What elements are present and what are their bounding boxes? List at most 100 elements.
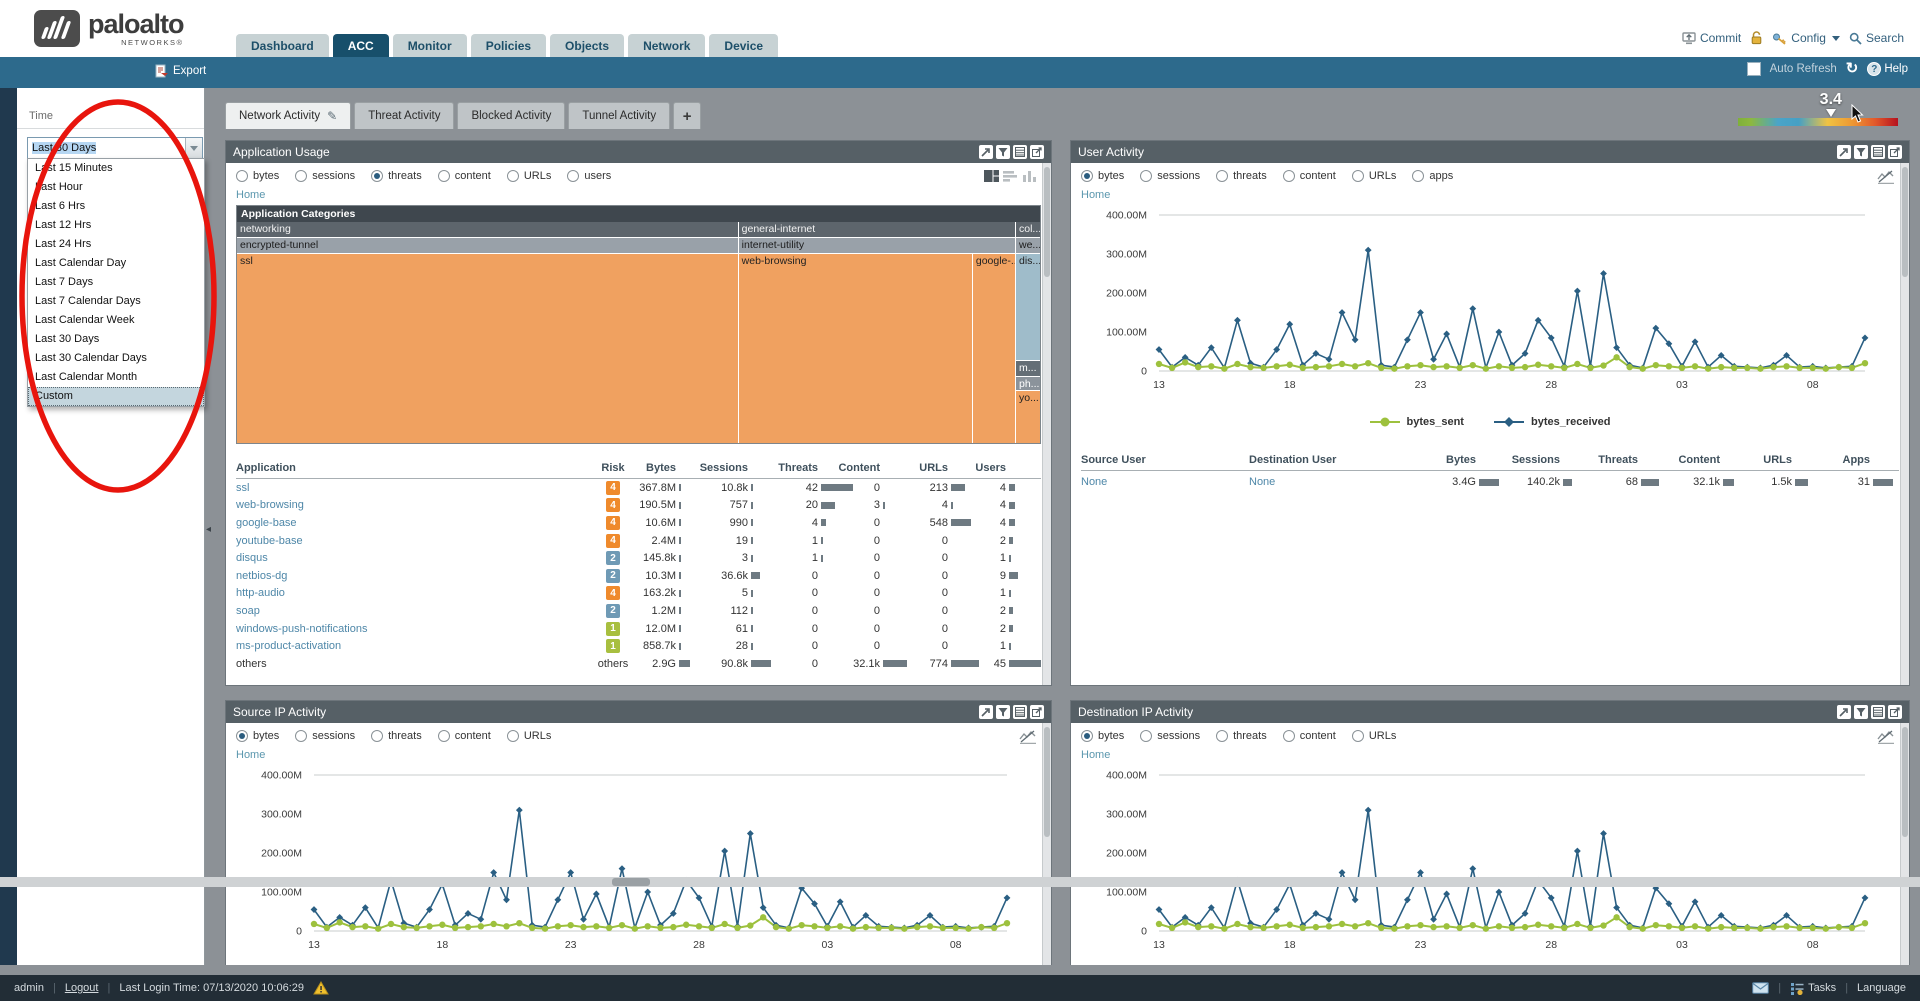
tasks-button[interactable]: Tasks [1790,982,1836,995]
column-view-icon[interactable] [1022,170,1037,182]
breadcrumb[interactable]: Home [1081,749,1111,761]
treemap-category-label[interactable]: col... [1015,222,1040,237]
scroll-thumb[interactable] [612,878,650,886]
pencil-icon[interactable]: ✎ [327,109,338,123]
acc-tab-tunnel-activity[interactable]: Tunnel Activity [568,102,671,129]
nav-tab-objects[interactable]: Objects [550,34,625,57]
time-option-last-calendar-month[interactable]: Last Calendar Month [35,371,138,383]
treemap-category-label[interactable]: networking [237,222,738,237]
breadcrumb[interactable]: Home [1081,189,1111,201]
commit-button[interactable]: Commit [1682,31,1741,45]
application-link[interactable]: disqus [236,552,268,565]
time-select-value[interactable]: Last 30 Days [32,142,97,154]
nav-tab-dashboard[interactable]: Dashboard [236,34,329,57]
radio-content[interactable]: content [1282,170,1336,182]
panel-filter-icon[interactable] [1854,145,1868,159]
panel-maximize-icon[interactable] [979,705,993,719]
legend-item-bytes_sent[interactable]: bytes_sent [1369,416,1464,428]
treemap-subcategory-label[interactable]: internet-utility [738,238,1015,253]
warning-icon[interactable] [313,981,329,995]
scrollbar[interactable] [1900,163,1909,685]
application-link[interactable]: soap [236,604,260,617]
panel-maximize-icon[interactable] [979,145,993,159]
panel-table-icon[interactable] [1013,145,1027,159]
application-link[interactable]: ssl [236,481,250,494]
collapse-sidebar-icon[interactable]: ◂ [206,524,212,535]
panel-table-icon[interactable] [1871,705,1885,719]
refresh-icon[interactable]: ↻ [1845,60,1859,77]
treemap-block-web-browsing[interactable]: web-browsing [738,254,972,443]
application-link[interactable]: http-audio [236,587,285,600]
nav-tab-network[interactable]: Network [628,34,706,57]
help-button[interactable]: ? Help [1867,62,1908,76]
radio-content[interactable]: content [1282,730,1336,742]
time-option-last-30-days[interactable]: Last 30 Days [35,333,100,345]
radio-bytes[interactable]: bytes [236,170,279,182]
config-menu[interactable]: Config [1772,31,1840,45]
radio-sessions[interactable]: sessions [1140,170,1200,182]
treemap-block-google-[interactable]: google-... [972,254,1015,443]
time-option-last-12-hrs[interactable]: Last 12 Hrs [35,219,92,231]
breadcrumb[interactable]: Home [236,749,266,761]
source-user-link[interactable]: None [1081,476,1108,488]
nav-tab-policies[interactable]: Policies [470,34,547,57]
panel-table-icon[interactable] [1871,145,1885,159]
mail-icon[interactable] [1752,982,1770,994]
nav-tab-monitor[interactable]: Monitor [392,34,467,57]
time-option-last-24-hrs[interactable]: Last 24 Hrs [35,238,92,250]
panel-table-icon[interactable] [1013,705,1027,719]
line-toggle-icon[interactable] [1019,730,1037,744]
radio-threats[interactable]: threats [1216,730,1267,742]
radio-content[interactable]: content [437,170,491,182]
export-button[interactable]: Export [155,64,206,78]
application-link[interactable]: google-base [236,516,297,529]
treemap-subcategory-label[interactable]: encrypted-tunnel [237,238,738,253]
treemap-category-label[interactable]: general-internet [738,222,1015,237]
horizontal-scrollbar[interactable] [0,877,1920,887]
time-option-last-6-hrs[interactable]: Last 6 Hrs [35,200,86,212]
scrollbar[interactable] [1042,163,1051,685]
panel-maximize-icon[interactable] [1837,145,1851,159]
panel-filter-icon[interactable] [996,145,1010,159]
time-option-last-15-minutes[interactable]: Last 15 Minutes [35,162,113,174]
panel-export-icon[interactable] [1030,145,1044,159]
nav-tab-acc[interactable]: ACC [332,34,389,57]
radio-sessions[interactable]: sessions [295,730,355,742]
radio-users[interactable]: users [567,170,611,182]
treemap-block-yo[interactable]: yo... [1015,390,1040,443]
panel-filter-icon[interactable] [996,705,1010,719]
panel-export-icon[interactable] [1030,705,1044,719]
scrollbar[interactable] [1900,723,1909,965]
legend-item-bytes_received[interactable]: bytes_received [1493,416,1610,428]
radio-urls[interactable]: URLs [1351,730,1396,742]
radio-sessions[interactable]: sessions [295,170,355,182]
application-link[interactable]: windows-push-notifications [236,622,368,635]
logout-link[interactable]: Logout [64,982,99,994]
radio-urls[interactable]: URLs [1351,170,1396,182]
time-option-last-hour[interactable]: Last Hour [35,181,83,193]
radio-bytes[interactable]: bytes [1081,730,1124,742]
radio-apps[interactable]: apps [1412,170,1453,182]
language-button[interactable]: Language [1857,982,1906,994]
auto-refresh-checkbox[interactable] [1746,62,1761,76]
time-select-dropdown-button[interactable] [185,138,202,158]
radio-urls[interactable]: URLs [506,730,551,742]
scrollbar[interactable] [1042,723,1051,965]
panel-filter-icon[interactable] [1854,705,1868,719]
treemap-block-m[interactable]: m... [1015,361,1040,376]
application-link[interactable]: web-browsing [236,499,304,512]
time-option-last-calendar-week[interactable]: Last Calendar Week [35,314,135,326]
panel-export-icon[interactable] [1888,145,1902,159]
time-option-last-7-days[interactable]: Last 7 Days [35,276,94,288]
radio-sessions[interactable]: sessions [1140,730,1200,742]
destination-user-link[interactable]: None [1249,476,1276,488]
application-link[interactable]: youtube-base [236,534,303,547]
acc-tab-threat-activity[interactable]: Threat Activity [354,102,455,129]
treemap-subcategory-label[interactable]: we... [1015,238,1040,253]
nav-tab-device[interactable]: Device [709,34,779,57]
acc-add-tab-button[interactable]: + [673,102,702,129]
application-link[interactable]: netbios-dg [236,569,288,582]
radio-urls[interactable]: URLs [506,170,551,182]
line-toggle-icon[interactable] [1877,170,1895,184]
treemap-block-ssl[interactable]: ssl [237,254,738,443]
